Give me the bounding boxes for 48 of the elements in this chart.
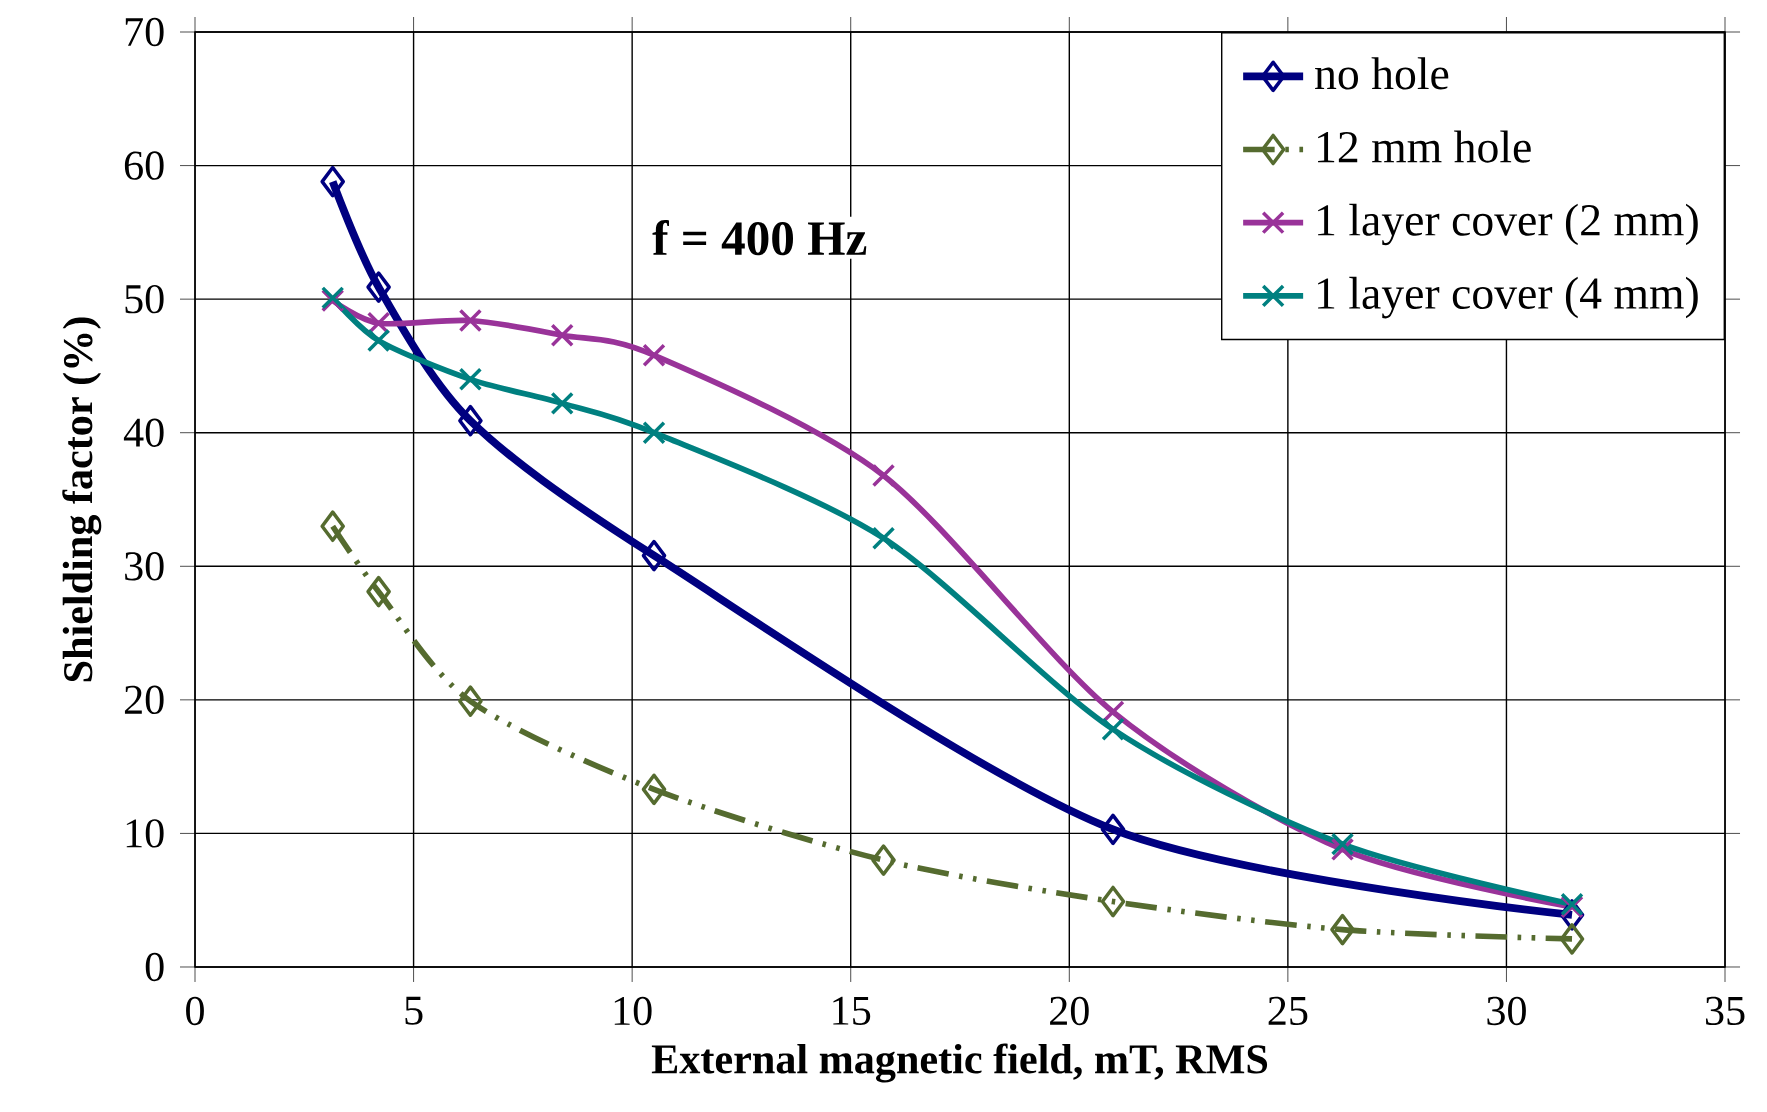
x-tick-label: 30 [1487,996,1526,1026]
y-tick-label: 10 [126,819,164,848]
point [642,421,666,445]
annotation: f = 400 Hz [652,220,867,256]
point [366,311,391,335]
point [366,328,391,353]
x-tick-label: 0 [186,996,204,1026]
point [641,773,667,806]
point [1100,813,1126,846]
legend-label: no hole [1315,57,1449,90]
point [458,685,483,717]
y-tick-label: 70 [125,17,164,47]
y-tick-label: 20 [124,685,164,715]
x-tick-label: 20 [1050,996,1089,1026]
x-tick-label: 10 [614,996,652,1026]
point [458,367,483,391]
x-tick-label: 35 [1705,996,1745,1026]
x-tick-label: 25 [1268,996,1308,1026]
point [1559,923,1585,955]
point [641,539,667,572]
point [550,323,574,347]
point [1101,717,1125,741]
y-tick-label: 0 [145,952,164,982]
y-axis-title: Shielding factor (%) [62,317,102,682]
point [1330,913,1355,946]
legend-label: 1 layer cover (4 mm) [1318,276,1698,319]
point [366,271,391,303]
x-tick-label: 15 [833,996,871,1025]
legend-label: 1 layer cover (2 mm) [1318,203,1698,246]
x-axis-title: External magnetic field, mT, RMS [651,1043,1268,1083]
legend-label: 12 mm hole [1318,130,1531,163]
point [550,391,574,416]
point [1330,832,1355,856]
point [366,575,391,608]
point [1100,885,1126,918]
point [320,165,346,198]
y-tick-label: 40 [123,418,164,447]
y-tick-label: 50 [125,284,164,314]
point [871,463,896,488]
point [320,510,346,543]
x-tick-label: 5 [405,996,423,1025]
point [871,844,896,876]
y-tick-label: 30 [125,552,164,581]
point [871,526,896,550]
point [458,404,483,437]
y-tick-label: 60 [124,151,164,180]
point [642,343,666,367]
point [458,308,483,333]
